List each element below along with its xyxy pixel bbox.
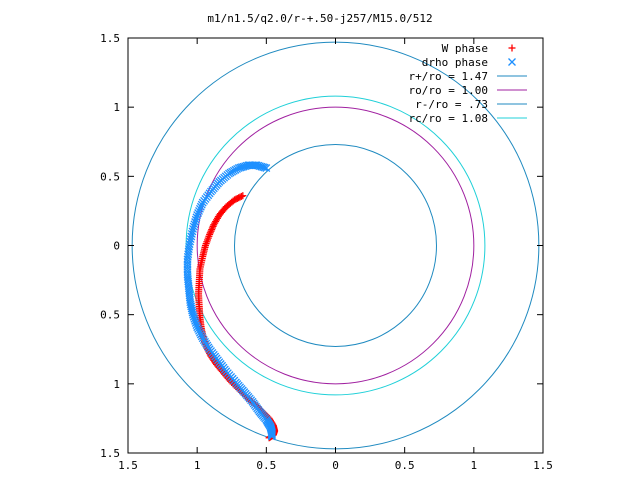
drho-phase-point — [195, 206, 203, 215]
w-phase-point — [211, 219, 219, 227]
legend-label-drho-phase: drho phase — [422, 56, 488, 69]
drho-phase-point — [191, 215, 200, 224]
drho-phase-point — [190, 220, 199, 229]
drho-phase-point — [196, 202, 205, 211]
legend-label-r-ro-73: r-/ro = .73 — [415, 98, 488, 111]
circle-r--series — [234, 144, 437, 347]
legend-label-ro-ro-1-00: ro/ro = 1.00 — [409, 84, 488, 97]
w-phase-point — [210, 221, 218, 229]
drho-phase-point — [194, 209, 203, 217]
x-tick-label: 1.5 — [533, 459, 553, 472]
legend-label-rc-ro-1-08: rc/ro = 1.08 — [409, 112, 488, 125]
circle-rc-series — [185, 95, 486, 396]
chart-title: m1/n1.5/q2.0/r-+.50-j257/M15.0/512 — [207, 12, 432, 25]
w-phase-point — [207, 227, 215, 235]
drho-phase-point — [195, 204, 204, 213]
x-tick-label: 1.5 — [118, 459, 138, 472]
drho-phase-point — [191, 218, 200, 226]
x-tick-label: 1 — [471, 459, 478, 472]
drho-phase-point — [193, 211, 202, 220]
drho-phase-point — [192, 213, 201, 222]
x-tick-label: 0.5 — [256, 459, 276, 472]
data-points — [183, 161, 279, 442]
drho-phase-point — [189, 222, 198, 231]
x-tick-label: 0 — [332, 459, 339, 472]
w-phase-point — [206, 229, 214, 237]
y-tick-label: 0.5 — [100, 170, 120, 183]
legend-label-w-phase: W phase — [442, 42, 488, 55]
x-tick-label: 0.5 — [395, 459, 415, 472]
legend-label-r-ro-1-47: r+/ro = 1.47 — [409, 70, 488, 83]
drho-phase-point — [198, 198, 207, 207]
circle-ro-series — [196, 106, 475, 385]
y-tick-label: 1 — [113, 101, 120, 114]
w-phase-point — [209, 222, 217, 230]
y-tick-label: 0.5 — [100, 309, 120, 322]
legend-marker-w-phase — [508, 44, 516, 52]
y-tick-label: 1.5 — [100, 447, 120, 460]
legend-marker-drho-phase — [508, 58, 516, 66]
drho-phase-point — [197, 200, 206, 209]
w-phase-point — [208, 226, 216, 234]
w-phase-point — [208, 224, 216, 232]
y-tick-label: 1 — [113, 378, 120, 391]
x-tick-label: 1 — [194, 459, 201, 472]
drho-phase-point — [267, 432, 276, 441]
drho-phase-point — [197, 332, 206, 341]
y-tick-label: 1.5 — [100, 32, 120, 45]
axis-ticks: 1.5 1 0.5 0 0.5 1 1.51.510.500.511.5 — [100, 32, 553, 472]
y-tick-label: 0 — [113, 240, 120, 253]
